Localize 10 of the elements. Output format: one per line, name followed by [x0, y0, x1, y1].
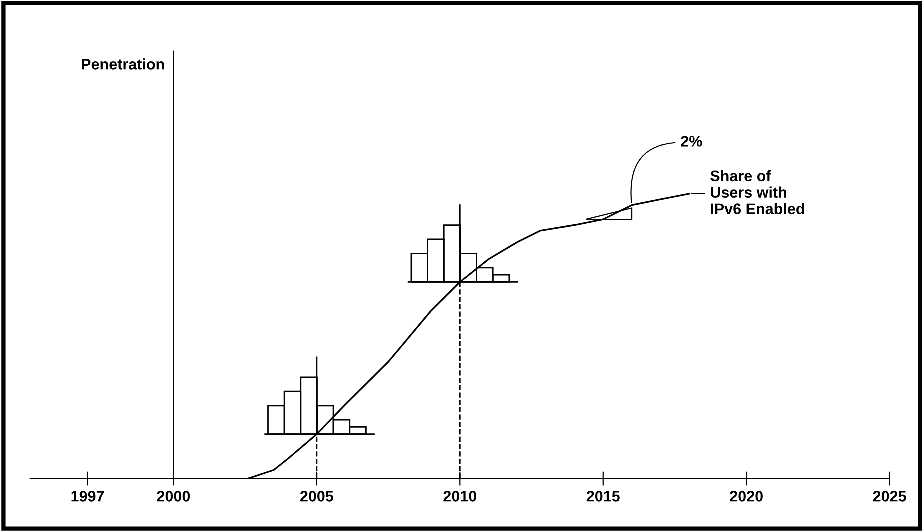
text: Penetration	[82, 58, 164, 70]
legend-label: Share of Users with IPv6 Enabled	[710, 170, 804, 214]
x-tick-label: 2020	[730, 491, 763, 502]
x-tick-label: 1997	[72, 491, 104, 502]
annotation: 2%	[681, 136, 702, 147]
x-tick-label: 2015	[586, 491, 620, 502]
x-tick-label: 2005	[300, 491, 334, 502]
x-tick-label: 2010	[444, 491, 477, 502]
x-tick-label: 2025	[873, 491, 906, 502]
x-tick-label: 2000	[157, 491, 190, 502]
